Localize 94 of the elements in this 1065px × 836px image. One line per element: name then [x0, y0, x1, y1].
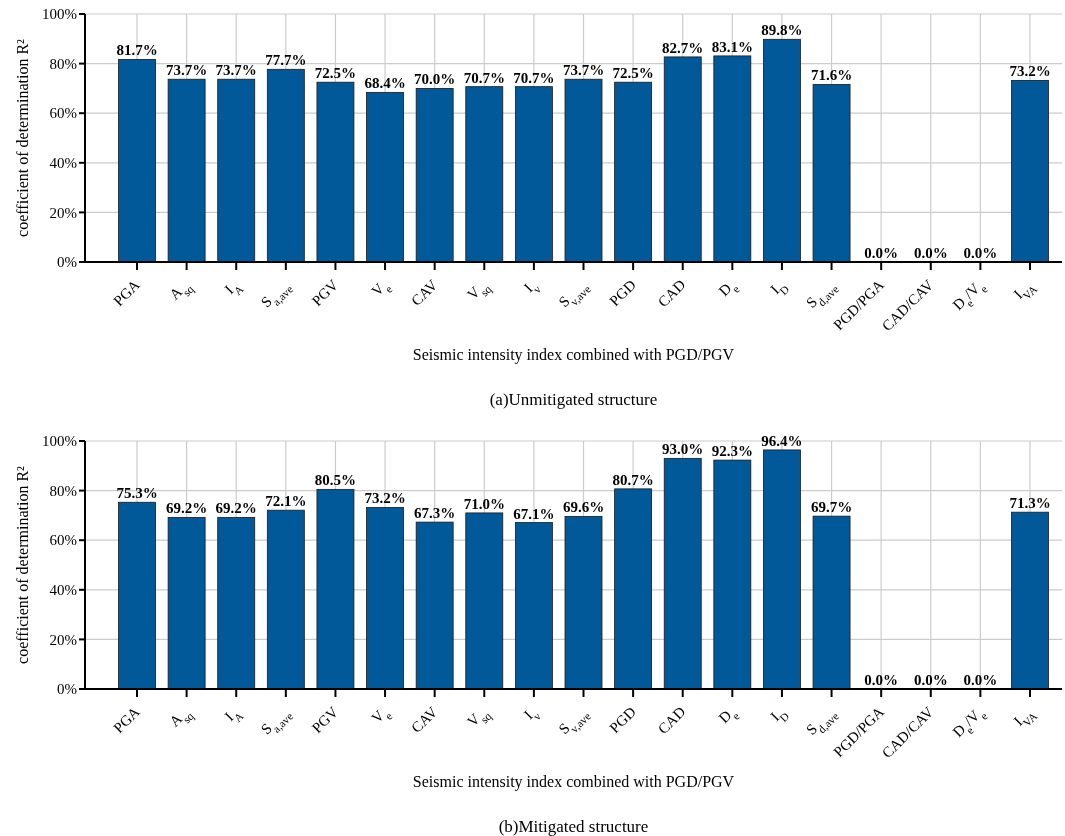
y-tick-label: 100%	[42, 6, 77, 23]
data-label: 69.2%	[215, 500, 257, 517]
data-label: 96.4%	[761, 432, 803, 449]
bar	[266, 509, 305, 690]
bar	[663, 457, 702, 690]
data-label: 80.7%	[612, 471, 654, 488]
data-label: 80.5%	[314, 472, 357, 489]
x-tick-label: CAD	[654, 703, 689, 738]
bar	[763, 38, 801, 263]
bar	[713, 459, 752, 690]
bar	[465, 86, 504, 263]
bar	[812, 84, 851, 263]
bar	[415, 88, 454, 263]
data-label: 73.2%	[364, 490, 406, 507]
y-tick-label: 0%	[57, 254, 77, 271]
y-tick-label: 60%	[49, 532, 77, 549]
y-tick-label: 100%	[42, 433, 77, 450]
data-label: 73.2%	[1009, 63, 1051, 80]
bar	[514, 86, 553, 263]
data-label: 71.3%	[1009, 495, 1051, 512]
y-axis-title: coefficient of determination R²	[14, 38, 31, 237]
data-label: 72.5%	[314, 65, 357, 82]
bar	[1011, 511, 1049, 690]
data-label: 0.0%	[913, 245, 948, 261]
data-label: 71.0%	[463, 495, 505, 512]
x-axis-title: Seismic intensity index combined with PGD/PGV	[412, 773, 735, 791]
data-label: 0.0%	[963, 672, 998, 688]
data-label: 70.7%	[463, 69, 505, 86]
data-label: 67.3%	[414, 505, 456, 522]
y-tick-label: 60%	[49, 105, 77, 122]
bar	[564, 78, 603, 263]
bar	[415, 521, 454, 690]
bar	[812, 515, 851, 690]
data-label: 92.3%	[711, 443, 753, 460]
y-tick-label: 40%	[49, 155, 77, 172]
bar	[316, 81, 355, 263]
bar	[316, 488, 355, 690]
data-label: 75.3%	[116, 485, 158, 502]
data-label: 73.7%	[165, 62, 208, 79]
data-label: 71.6%	[810, 67, 853, 84]
bar	[514, 522, 553, 690]
x-tick-label: PGD	[606, 276, 640, 310]
bar	[465, 512, 504, 690]
text: (a)Unmitigated structure	[489, 390, 658, 409]
data-label: 83.1%	[711, 38, 753, 55]
bar	[763, 449, 801, 690]
x-axis-title: Seismic intensity index combined with PGD/PGV	[412, 346, 735, 364]
data-label: 69.7%	[810, 499, 853, 516]
data-label: 70.7%	[513, 69, 555, 86]
y-tick-label: 80%	[49, 482, 77, 499]
bar	[713, 55, 752, 263]
data-label: 93.0%	[662, 441, 704, 458]
data-label: 69.2%	[165, 500, 208, 517]
data-label: 67.1%	[513, 505, 555, 522]
y-tick-label: 20%	[49, 631, 77, 648]
y-axis-title: coefficient of determination R²	[14, 465, 31, 664]
text: (b)Mitigated structure	[498, 817, 649, 836]
data-label: 69.6%	[562, 499, 605, 516]
data-label: 81.7%	[116, 42, 158, 59]
y-tick-label: 80%	[49, 55, 77, 72]
bar	[663, 56, 702, 263]
bar	[167, 516, 206, 690]
x-tick-label: PGA	[110, 276, 143, 310]
data-label: 89.8%	[761, 22, 803, 39]
bar	[1011, 80, 1049, 263]
data-label: 82.7%	[662, 39, 704, 56]
bar	[614, 488, 653, 690]
bar	[366, 91, 404, 263]
bar	[118, 58, 156, 263]
data-label: 77.7%	[265, 52, 307, 69]
data-label: 0.0%	[963, 245, 998, 261]
data-label: 73.7%	[562, 62, 605, 79]
data-label: 72.1%	[265, 493, 307, 510]
data-label: 0.0%	[864, 672, 899, 688]
bar	[217, 516, 256, 690]
data-label: 70.0%	[414, 71, 456, 88]
bar	[118, 501, 156, 690]
bar	[614, 81, 653, 263]
data-label: 0.0%	[913, 672, 948, 688]
x-tick-label: PGA	[110, 703, 143, 737]
data-label: 0.0%	[864, 245, 899, 261]
data-label: 73.7%	[215, 62, 257, 79]
bar	[366, 507, 404, 690]
y-tick-label: 0%	[57, 681, 77, 698]
y-tick-label: 40%	[49, 582, 77, 599]
bar	[564, 515, 603, 690]
bar	[266, 68, 305, 263]
data-label: 68.4%	[364, 75, 406, 92]
x-tick-label: PGD	[606, 703, 640, 737]
bar	[167, 78, 206, 263]
x-tick-label: CAD	[654, 276, 689, 311]
y-tick-label: 20%	[49, 204, 77, 221]
data-label: 72.5%	[612, 65, 654, 82]
bar	[217, 78, 256, 263]
